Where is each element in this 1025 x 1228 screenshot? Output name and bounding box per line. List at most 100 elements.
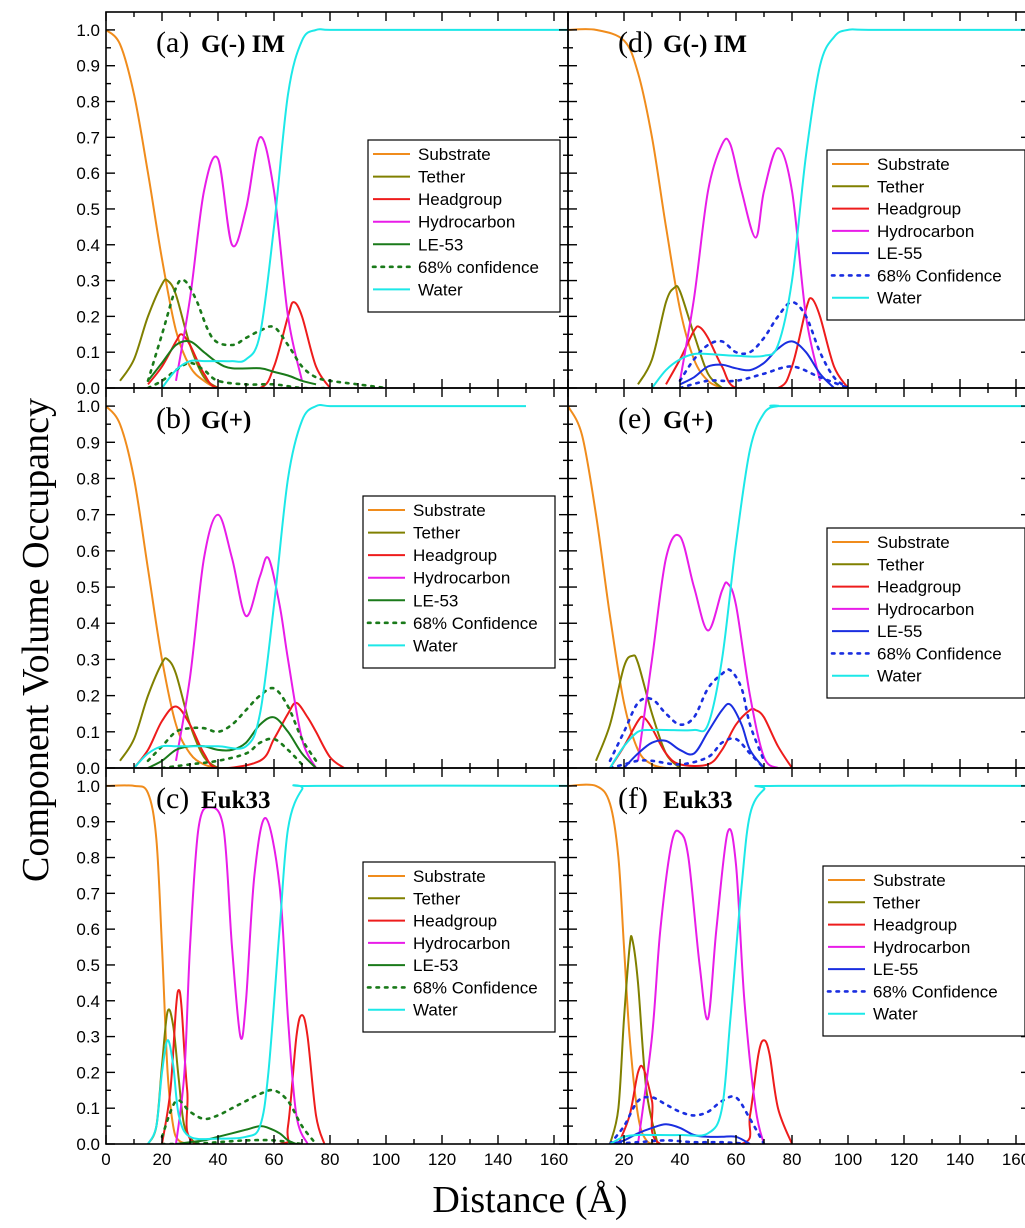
legend-entry: LE-53 [413,956,458,975]
y-tick-label: 0.4 [76,614,100,633]
x-tick-label: 80 [783,1150,802,1169]
series-line-68-confidence-upper [160,1088,318,1144]
legend-entry: 68% Confidence [877,644,1002,663]
y-tick-label: 0.6 [76,920,100,939]
x-tick-label: 80 [321,1150,340,1169]
legend-entry: Water [877,667,922,686]
x-tick-label: 0 [101,1150,110,1169]
x-tick-label: 160 [540,1150,568,1169]
legend-entry: Tether [413,889,461,908]
legend-entry: Hydrocarbon [877,222,974,241]
chart-panel-d: (d) G(-) IM Substrate Tether Headgroup Hydroc… [567,11,1025,389]
chart-panel-a: 0.0 0.1 0.2 0.3 0.4 0.5 0.6 0.7 0.8 0.9 1.0 (a) G(-)… [76,11,569,398]
legend-entry: Hydrocarbon [413,569,510,588]
series-group [568,783,1025,1144]
chart-panel-b: 0.0 0.1 0.2 0.3 0.4 0.5 0.6 0.7 0.8 0.9 1.0 (b) G(+)… [76,387,569,778]
x-tick-label: 120 [890,1150,918,1169]
panel-label: (a) [156,26,189,59]
series-line-68-confidence-upper [608,668,766,763]
legend-box [826,149,1025,321]
series-line-68-confidence-lower [146,361,332,388]
legend-entry: 68% Confidence [877,266,1002,285]
legend-entry: Water [413,1001,458,1020]
legend-entry: Tether [877,555,925,574]
y-tick-label: 1.0 [76,777,100,796]
y-tick-label: 0.7 [76,506,100,525]
y-tick-label: 0.5 [76,200,100,219]
chart-panel-f: 20 40 60 80 100 120 140 160 (f) Euk33 Substrate Tet… [567,767,1025,1169]
legend-entry: Water [877,289,922,308]
series-line-headgroup [161,988,326,1144]
legend-entry: Hydrocarbon [418,213,515,232]
y-tick-label: 1.0 [76,21,100,40]
y-tick-label: 0.3 [76,1028,100,1047]
legend-entry: Headgroup [877,200,961,219]
x-tick-label: 100 [834,1150,862,1169]
y-tick-label: 0.4 [76,992,100,1011]
legend-entry: Tether [873,893,921,912]
panel-title: G(-) IM [201,31,285,58]
legend-entry: Substrate [877,533,950,552]
legend-entry: Water [413,636,458,655]
x-tick-label: 160 [1002,1150,1025,1169]
y-tick-label: 0.2 [76,687,100,706]
series-line-68-confidence-lower [160,1138,304,1144]
y-tick-label: 0.8 [76,849,100,868]
series-line-le-55 [623,702,765,768]
legend-entry: 68% Confidence [413,978,538,997]
legend-entry: 68% Confidence [873,982,998,1001]
y-tick-label: 0.8 [76,469,100,488]
y-tick-label: 0.3 [76,272,100,291]
panel-title: Euk33 [663,787,732,814]
legend-entry: Headgroup [413,912,497,931]
legend-entry: Headgroup [877,578,961,597]
y-tick-label: 0.1 [76,723,100,742]
y-axis-title: Component Volume Occupancy [15,398,57,882]
series-line-headgroup [147,301,331,388]
series-line-tether [119,657,219,768]
series-line-le-53 [147,716,317,768]
y-tick-label: 0.0 [76,759,100,778]
x-tick-label: 20 [615,1150,634,1169]
legend-entry: Water [873,1005,918,1024]
series-line-water [133,404,526,768]
x-tick-label: 20 [153,1150,172,1169]
series-group [106,28,568,388]
x-tick-label: 60 [265,1150,284,1169]
series-line-substrate [568,405,667,768]
legend-entry: Headgroup [418,190,502,209]
series-group [568,404,1025,768]
legend: Substrate Tether Headgroup Hydrocarbon LE-55… [826,527,1025,699]
legend-entry: LE-53 [418,235,463,254]
series-line-68-confidence-upper [678,300,850,388]
series-line-hydrocarbon [175,513,317,768]
legend-entry: Tether [877,177,925,196]
series-line-68-confidence-upper [146,686,318,763]
legend-entry: 68% Confidence [413,614,538,633]
series-line-68-confidence-lower [160,737,304,768]
series-group [106,784,568,1144]
legend-box [362,495,556,669]
y-tick-label: 0.6 [76,542,100,561]
series-line-le-53 [175,1125,297,1144]
chart-panel-c: 0.0 0.1 0.2 0.3 0.4 0.5 0.6 0.7 0.8 0.9 1.0 0 20 40 60… [76,767,569,1169]
y-tick-label: 0.3 [76,650,100,669]
series-line-68-confidence-lower [678,365,850,388]
series-line-le-53 [147,339,317,386]
y-tick-label: 0.5 [76,956,100,975]
legend: Substrate Tether Headgroup Hydrocarbon LE-53… [362,861,556,1033]
y-tick-label: 0.4 [76,236,100,255]
legend-entry: LE-53 [413,591,458,610]
panel-label: (d) [618,26,653,59]
y-tick-label: 0.6 [76,164,100,183]
y-tick-label: 0.5 [76,578,100,597]
panels-layer: 0.0 0.1 0.2 0.3 0.4 0.5 0.6 0.7 0.8 0.9 1.0 (a) G(-)… [76,11,1025,1169]
y-tick-label: 0.1 [76,343,100,362]
series-line-water [609,404,1025,768]
panel-title: G(+) [201,407,251,434]
series-line-water [651,28,1025,388]
y-tick-label: 1.0 [76,397,100,416]
legend-box [362,861,556,1033]
y-tick-label: 0.1 [76,1099,100,1118]
